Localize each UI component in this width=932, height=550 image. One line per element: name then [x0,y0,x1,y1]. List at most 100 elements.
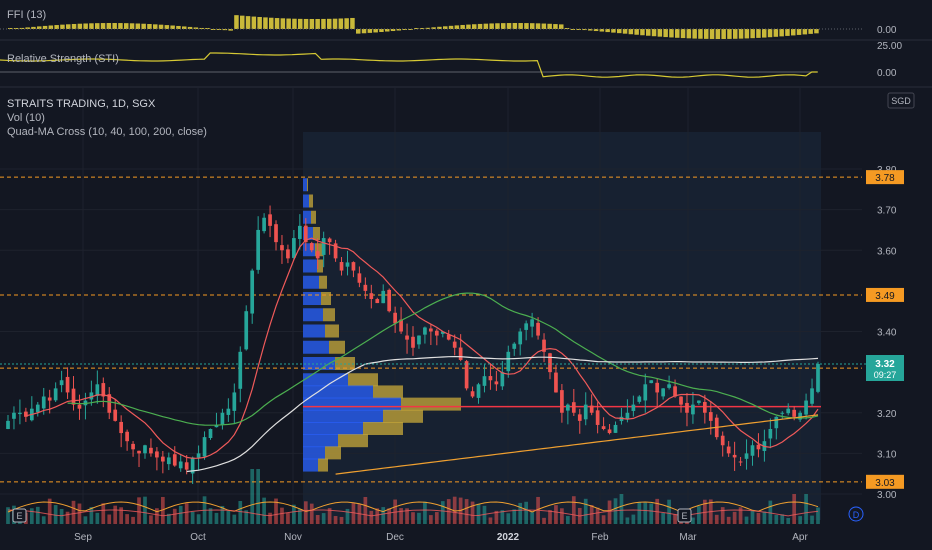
volume-bar [172,508,177,524]
currency-badge[interactable] [887,92,915,109]
candle-body [71,388,76,405]
candle-body [530,319,534,327]
earnings-marker[interactable]: E [677,508,692,523]
volume-bar [417,512,421,524]
volume-bar [488,517,493,524]
ffi-bar [611,29,616,33]
time-tick-label: Sep [74,532,92,543]
candle-body [423,327,427,335]
currency-label: SGD [891,96,911,106]
volume-bar [691,517,695,524]
volume-profile-down-bar [311,210,316,224]
candle-body [369,293,374,299]
candle-body [184,462,189,470]
candle-body [327,238,332,243]
ffi-bar [106,23,112,29]
ffi-bar [750,29,755,39]
candle-body [172,454,177,466]
volume-profile-down-bar [363,422,403,435]
dividend-badge[interactable] [848,506,864,522]
candle-body [482,376,487,386]
candle-body [143,445,147,454]
candle-body [107,394,112,413]
price-tick-label: 3.20 [877,409,897,420]
ffi-bar [77,23,83,29]
time-tick-label: Feb [591,532,609,543]
volume-bar [268,512,272,524]
ffi-bar [547,23,552,29]
candle-body [309,243,314,251]
volume-profile-down-bar [325,324,339,338]
volume-profile-up-bar [303,397,401,411]
candle-body [381,290,386,304]
volume-bar [667,499,671,524]
time-axis[interactable]: Sep Oct Nov Dec 2022 Feb Mar Apr [74,532,808,543]
volume-bar [804,494,808,524]
ffi-bar [756,29,761,38]
volume-profile-up-bar [303,357,335,370]
candle-body [566,404,570,411]
ffi-bar [622,29,628,34]
volume-profile-up-bar [303,324,325,338]
ffi-bar [251,16,257,29]
candle-body [810,388,814,404]
ma-indicator-label: Quad-MA Cross (10, 40, 100, 200, close) [7,126,207,138]
volume-bar [83,516,88,524]
candle-body [321,238,326,255]
volume-bar [732,511,737,524]
volume-histogram [6,469,820,524]
candle-body [280,245,284,251]
time-tick-label: Nov [284,532,302,543]
ffi-bar [617,29,622,34]
volume-profile-down-bar [329,340,345,354]
candle-body [387,289,392,312]
candle-body [446,334,451,340]
volume-bar [166,513,171,524]
candle-body [512,343,517,349]
candle-body [339,262,344,271]
volume-bar [631,514,636,524]
ffi-bar [193,27,199,29]
dividend-marker[interactable]: D [848,506,864,522]
ffi-bar [100,23,106,29]
volume-bar [798,516,802,524]
earnings-badge[interactable] [677,508,692,523]
volume-profile-down-bar [318,458,328,472]
volume-bar [756,512,761,524]
volume-bar [333,516,338,524]
ffi-bar [675,29,680,38]
volume-bar [351,503,356,524]
ffi-bar [280,18,286,29]
ffi-bar [164,25,170,29]
ffi-bar [495,23,500,29]
volume-bar [6,507,10,524]
ffi-axis-label: 0.00 [877,25,897,36]
ffi-bar [129,23,135,29]
volume-bar [303,501,308,524]
ffi-bar [135,23,141,29]
candle-body [554,372,558,393]
volume-bar [387,508,392,524]
earnings-marker[interactable]: E [12,508,27,523]
ffi-bar [309,18,315,29]
ffi-bar [640,29,645,36]
ffi-bar [535,23,541,29]
ffi-bar [715,29,721,39]
candle-body [345,262,350,267]
ffi-bar [472,24,477,29]
ffi-bar [414,28,419,29]
candle-body [89,392,94,400]
earnings-badge[interactable] [12,508,27,523]
ffi-bar [37,26,42,29]
ffi-bar [553,24,558,29]
volume-profile-up-bar [303,422,363,435]
volume-profile-range [303,132,821,520]
sti-pane: Relative Strength (STI) 25.00 0.00 [0,41,902,79]
volume-profile-down-bar [323,308,335,322]
candle-body [697,400,701,403]
candle-body [524,323,529,330]
ffi-bar [692,29,697,39]
symbol-title: STRAITS TRADING, 1D, SGX [7,98,156,110]
price-axis[interactable]: 3.803.703.603.403.203.103.00 [877,165,897,501]
